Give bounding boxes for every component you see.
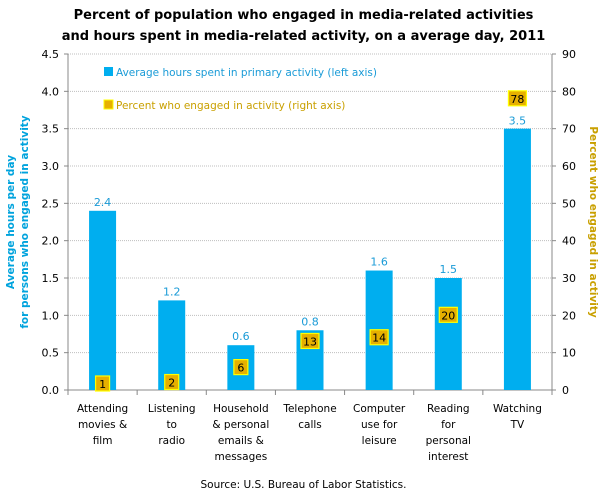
right-tick-label: 70 <box>562 123 576 136</box>
legend-label-percent: Percent who engaged in activity (right a… <box>116 100 345 112</box>
gridlines <box>68 53 552 354</box>
bars: 2.4 1 1.2 2 0.6 6 0.8 13 1.6 14 1.5 20 3.5 78 <box>89 90 531 392</box>
percent-value-label: 6 <box>237 362 244 375</box>
legend: Average hours spent in primary activity … <box>103 67 377 112</box>
category-label: Attending <box>77 403 128 415</box>
bar-value-label: 1.6 <box>370 256 388 269</box>
category-label: Telephone <box>282 403 336 415</box>
left-tick-label: 2.5 <box>42 197 60 210</box>
category-label: emails & <box>218 435 264 447</box>
legend-swatch-percent <box>103 99 114 110</box>
left-tick-label: 4.0 <box>42 85 60 98</box>
bar-value-label: 2.4 <box>94 196 112 209</box>
right-tick-label: 30 <box>562 272 576 285</box>
right-tick-label: 60 <box>562 160 576 173</box>
right-tick-label: 20 <box>562 309 576 322</box>
percent-value-label: 1 <box>99 378 106 391</box>
right-tick-label: 80 <box>562 85 576 98</box>
right-tick-label: 40 <box>562 235 576 248</box>
percent-marker <box>507 90 528 107</box>
category-label: Listening <box>148 403 196 415</box>
left-tick-label: 2.0 <box>42 235 60 248</box>
left-tick-label: 3.5 <box>42 123 60 136</box>
percent-value-label: 13 <box>303 335 317 348</box>
category-label: & personal <box>212 419 269 431</box>
bar-hours <box>89 210 117 390</box>
category-label: messages <box>215 451 268 463</box>
left-tick-label: 0.5 <box>42 347 60 360</box>
percent-marker <box>164 373 180 391</box>
percent-marker <box>94 375 111 392</box>
left-axis-label-line-1: Average hours per day <box>5 155 17 289</box>
category-label: Watching <box>493 403 542 415</box>
legend-label-hours: Average hours spent in primary activity … <box>116 67 377 79</box>
chart-title-line-1: Percent of population who engaged in med… <box>74 8 534 23</box>
category-labels: Attending movies & film Listening to radio Hou… <box>77 403 542 463</box>
chart-title-line-2: and hours spent in media-related activit… <box>62 29 546 44</box>
percent-value-label: 78 <box>510 93 524 106</box>
percent-marker <box>438 306 458 323</box>
bar-value-label: 0.8 <box>301 315 319 328</box>
category-label: Computer <box>353 403 406 415</box>
category-label: use for <box>361 419 398 431</box>
category-label: personal <box>426 435 471 447</box>
right-tick-label: 10 <box>562 347 576 360</box>
category-label: radio <box>158 435 185 447</box>
category-label: to <box>166 419 177 431</box>
bar-hours <box>503 128 531 390</box>
percent-marker <box>300 332 320 350</box>
left-axis-ticks: 0.0 0.5 1.0 1.5 2.0 2.5 3.0 3.5 4.0 4.5 <box>42 48 68 397</box>
category-label: interest <box>428 451 468 463</box>
percent-marker <box>369 329 389 346</box>
right-tick-label: 0 <box>562 384 569 397</box>
left-tick-label: 1.5 <box>42 272 60 285</box>
left-tick-label: 1.0 <box>42 309 60 322</box>
category-label: leisure <box>362 435 397 447</box>
category-label: movies & <box>78 419 127 431</box>
bar-value-label: 1.5 <box>440 263 458 276</box>
percent-marker <box>233 359 249 376</box>
category-label: Household <box>213 403 269 415</box>
category-label: Reading <box>427 403 470 415</box>
right-axis-ticks: 0 10 20 30 40 50 60 70 80 90 <box>552 48 576 397</box>
right-tick-label: 90 <box>562 48 576 61</box>
category-label: for <box>441 419 456 431</box>
percent-value-label: 2 <box>168 377 175 390</box>
percent-value-label: 20 <box>441 309 455 322</box>
percent-value-label: 14 <box>372 332 386 345</box>
category-label: calls <box>298 419 322 431</box>
bar-hours <box>434 278 462 390</box>
source-note: Source: U.S. Bureau of Labor Statistics. <box>201 479 407 491</box>
bar-value-label: 3.5 <box>509 115 527 128</box>
bar-value-label: 0.6 <box>232 330 250 343</box>
category-label: film <box>93 435 113 447</box>
right-axis-label: Percent who engaged in activity <box>587 126 599 318</box>
left-axis-label-line-2: for persons who engaged in activity <box>19 115 31 328</box>
left-tick-label: 3.0 <box>42 160 60 173</box>
left-tick-label: 4.5 <box>42 48 60 61</box>
bar-value-label: 1.2 <box>163 285 181 298</box>
right-tick-label: 50 <box>562 197 576 210</box>
legend-swatch-hours <box>104 67 113 76</box>
left-tick-label: 0.0 <box>42 384 60 397</box>
category-label: TV <box>510 419 525 431</box>
